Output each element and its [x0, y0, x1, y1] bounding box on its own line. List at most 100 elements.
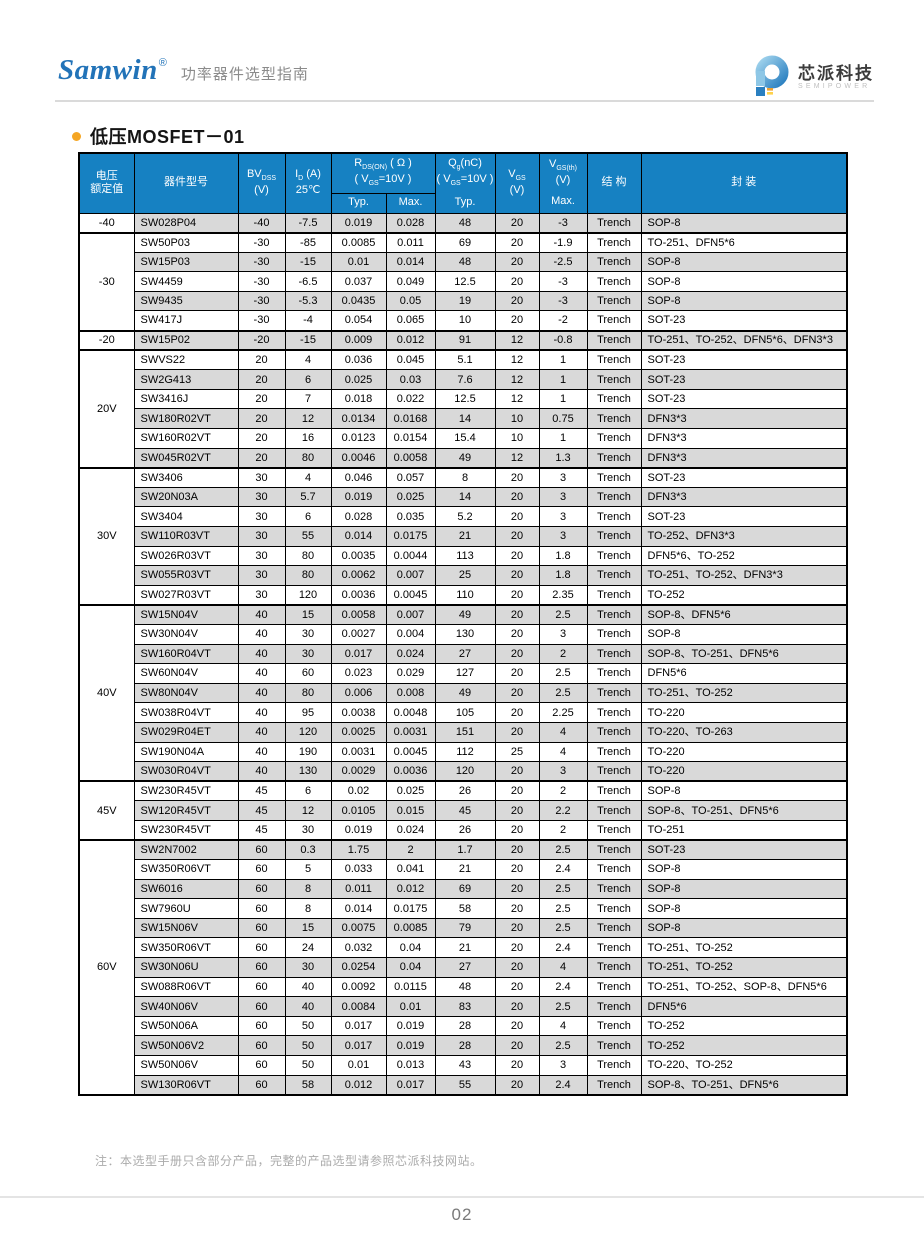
structure-cell: Trench [586, 1015, 642, 1037]
table-row: 60V SW2N7002 60 0.3 1.75 2 1.7 20 2.5 Trench SOT-2… [78, 839, 848, 1096]
table-row: SW20N03A 30 5.7 0.019 0.025 14 20 3 Trench DFN3*3 [79, 486, 848, 508]
qg-cell: 14 [434, 486, 496, 508]
structure-cell: Trench [586, 212, 642, 234]
rds-typ-cell: 0.0046 [330, 447, 387, 469]
id-cell: 6 [284, 369, 332, 390]
vgsth-cell: 1 [538, 388, 588, 410]
section-title: 低压MOSFET－01 [90, 127, 245, 147]
package-cell: TO-220、TO-252 [640, 1055, 848, 1076]
id-cell: -6.5 [284, 271, 332, 292]
bvdss-cell: 30 [237, 565, 286, 586]
vgs-cell: 10 [494, 428, 540, 449]
voltage-group-cell: 40V [78, 603, 135, 782]
table-row: SW120R45VT 45 12 0.0105 0.015 45 20 2.2 Trench SO… [79, 800, 848, 821]
part-number-cell: SW180R02VT [133, 408, 239, 430]
table-row: SW50N06A 60 50 0.017 0.019 28 20 4 Trench TO-252 [79, 1015, 848, 1037]
package-cell: TO-251、TO-252 [640, 957, 848, 978]
part-number-cell: SW50N06A [133, 1015, 239, 1037]
vgs-cell: 20 [494, 898, 540, 919]
package-cell: TO-251、TO-252 [640, 682, 848, 704]
rds-max-cell: 0.028 [385, 212, 436, 234]
qg-cell: 49 [434, 682, 496, 704]
structure-cell: Trench [586, 545, 642, 567]
voltage-group-cell: -20 [78, 329, 135, 351]
bvdss-cell: 60 [237, 976, 286, 998]
rds-typ-cell: 0.01 [330, 1055, 387, 1076]
rds-max-cell: 0.035 [385, 506, 436, 527]
package-cell: TO-252 [640, 584, 848, 606]
col-id-current: ID (A) 25℃ [284, 152, 332, 214]
vgs-cell: 20 [494, 251, 540, 273]
vgs-cell: 20 [494, 486, 540, 508]
package-cell: DFN3*3 [640, 408, 848, 430]
table-row: SW15P03 -30 -15 0.01 0.014 48 20 -2.5 Trench SOP-… [79, 251, 848, 273]
qg-cell: 112 [434, 741, 496, 763]
bvdss-cell: 40 [237, 702, 286, 723]
vgsth-cell: 2 [538, 643, 588, 665]
structure-cell: Trench [586, 643, 642, 665]
vgs-cell: 20 [494, 545, 540, 567]
package-cell: SOT-23 [640, 349, 848, 371]
rds-typ-cell: 0.014 [330, 898, 387, 919]
qg-cell: 49 [434, 447, 496, 469]
table-row: SW30N04V 40 30 0.0027 0.004 130 20 3 Trench SOP-8 [79, 623, 848, 645]
bvdss-cell: 20 [237, 408, 286, 430]
structure-cell: Trench [586, 251, 642, 273]
bvdss-cell: 60 [237, 917, 286, 939]
package-cell: TO-251、TO-252、DFN3*3 [640, 565, 848, 586]
table-row: SW027R03VT 30 120 0.0036 0.0045 110 20 2.35 Tren… [79, 584, 848, 606]
rds-max-cell: 0.0045 [385, 741, 436, 763]
rds-typ-cell: 0.0025 [330, 721, 387, 743]
package-cell: SOT-23 [640, 466, 848, 488]
vgs-cell: 20 [494, 526, 540, 547]
bvdss-cell: 40 [237, 721, 286, 743]
structure-cell: Trench [586, 682, 642, 704]
package-cell: SOT-23 [640, 839, 848, 861]
rds-typ-cell: 0.014 [330, 526, 387, 547]
col-vgs: VGS (V) [494, 152, 540, 214]
id-cell: 4 [284, 349, 332, 371]
vgsth-cell: 2.4 [538, 937, 588, 959]
table-row: 45V SW230R45VT 45 6 0.02 0.025 26 20 2 Trench SOP-… [78, 780, 848, 841]
rds-max-cell: 0.05 [385, 290, 436, 312]
vgs-cell: 20 [494, 1035, 540, 1057]
vgs-cell: 20 [494, 721, 540, 743]
structure-cell: Trench [586, 800, 642, 821]
qg-cell: 8 [434, 466, 496, 488]
id-cell: 50 [284, 1055, 332, 1076]
vgs-cell: 20 [494, 310, 540, 332]
package-cell: TO-251、DFN5*6 [640, 231, 848, 253]
qg-cell: 5.2 [434, 506, 496, 527]
vgs-cell: 12 [494, 329, 540, 351]
table-row: SW350R06VT 60 24 0.032 0.04 21 20 2.4 Trench TO-2… [79, 937, 848, 959]
vgsth-cell: 3 [538, 506, 588, 527]
vgsth-cell: 1 [538, 349, 588, 371]
structure-cell: Trench [586, 1035, 642, 1057]
voltage-group-cell: 60V [78, 839, 135, 1096]
part-number-cell: SW7960U [133, 898, 239, 919]
part-number-cell: SW029R04ET [133, 721, 239, 743]
qg-cell: 69 [434, 878, 496, 900]
vgsth-cell: 2.35 [538, 584, 588, 606]
part-number-cell: SW055R03VT [133, 565, 239, 586]
part-number-cell: SW130R06VT [133, 1074, 239, 1096]
table-row: 30V SW3406 30 4 0.046 0.057 8 20 3 Trench SOT-23 [78, 466, 848, 606]
bvdss-cell: 30 [237, 486, 286, 508]
vgs-cell: 20 [494, 271, 540, 292]
rds-max-cell: 0.017 [385, 1074, 436, 1096]
vgs-cell: 20 [494, 682, 540, 704]
page-header: Samwin ® 功率器件选型指南 芯派科技 SEMIPOW [58, 55, 874, 100]
rds-max-cell: 0.008 [385, 682, 436, 704]
id-cell: 80 [284, 447, 332, 469]
rds-max-cell: 0.029 [385, 663, 436, 684]
id-cell: 4 [284, 466, 332, 488]
part-number-cell: SW230R45VT [133, 819, 239, 841]
bvdss-cell: 60 [237, 957, 286, 978]
bvdss-cell: -20 [237, 329, 286, 351]
bvdss-cell: 60 [237, 898, 286, 919]
structure-cell: Trench [586, 565, 642, 586]
rds-max-cell: 0.015 [385, 800, 436, 821]
id-cell: 60 [284, 663, 332, 684]
rds-typ-cell: 0.0062 [330, 565, 387, 586]
bvdss-cell: 40 [237, 682, 286, 704]
